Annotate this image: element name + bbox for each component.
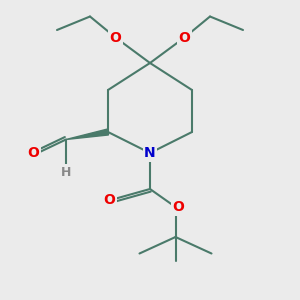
Text: O: O <box>103 193 116 206</box>
Text: H: H <box>61 166 71 179</box>
Text: O: O <box>172 200 184 214</box>
Text: N: N <box>144 146 156 160</box>
Polygon shape <box>66 129 109 140</box>
Text: O: O <box>178 31 190 44</box>
Text: O: O <box>27 146 39 160</box>
Text: O: O <box>110 31 122 44</box>
